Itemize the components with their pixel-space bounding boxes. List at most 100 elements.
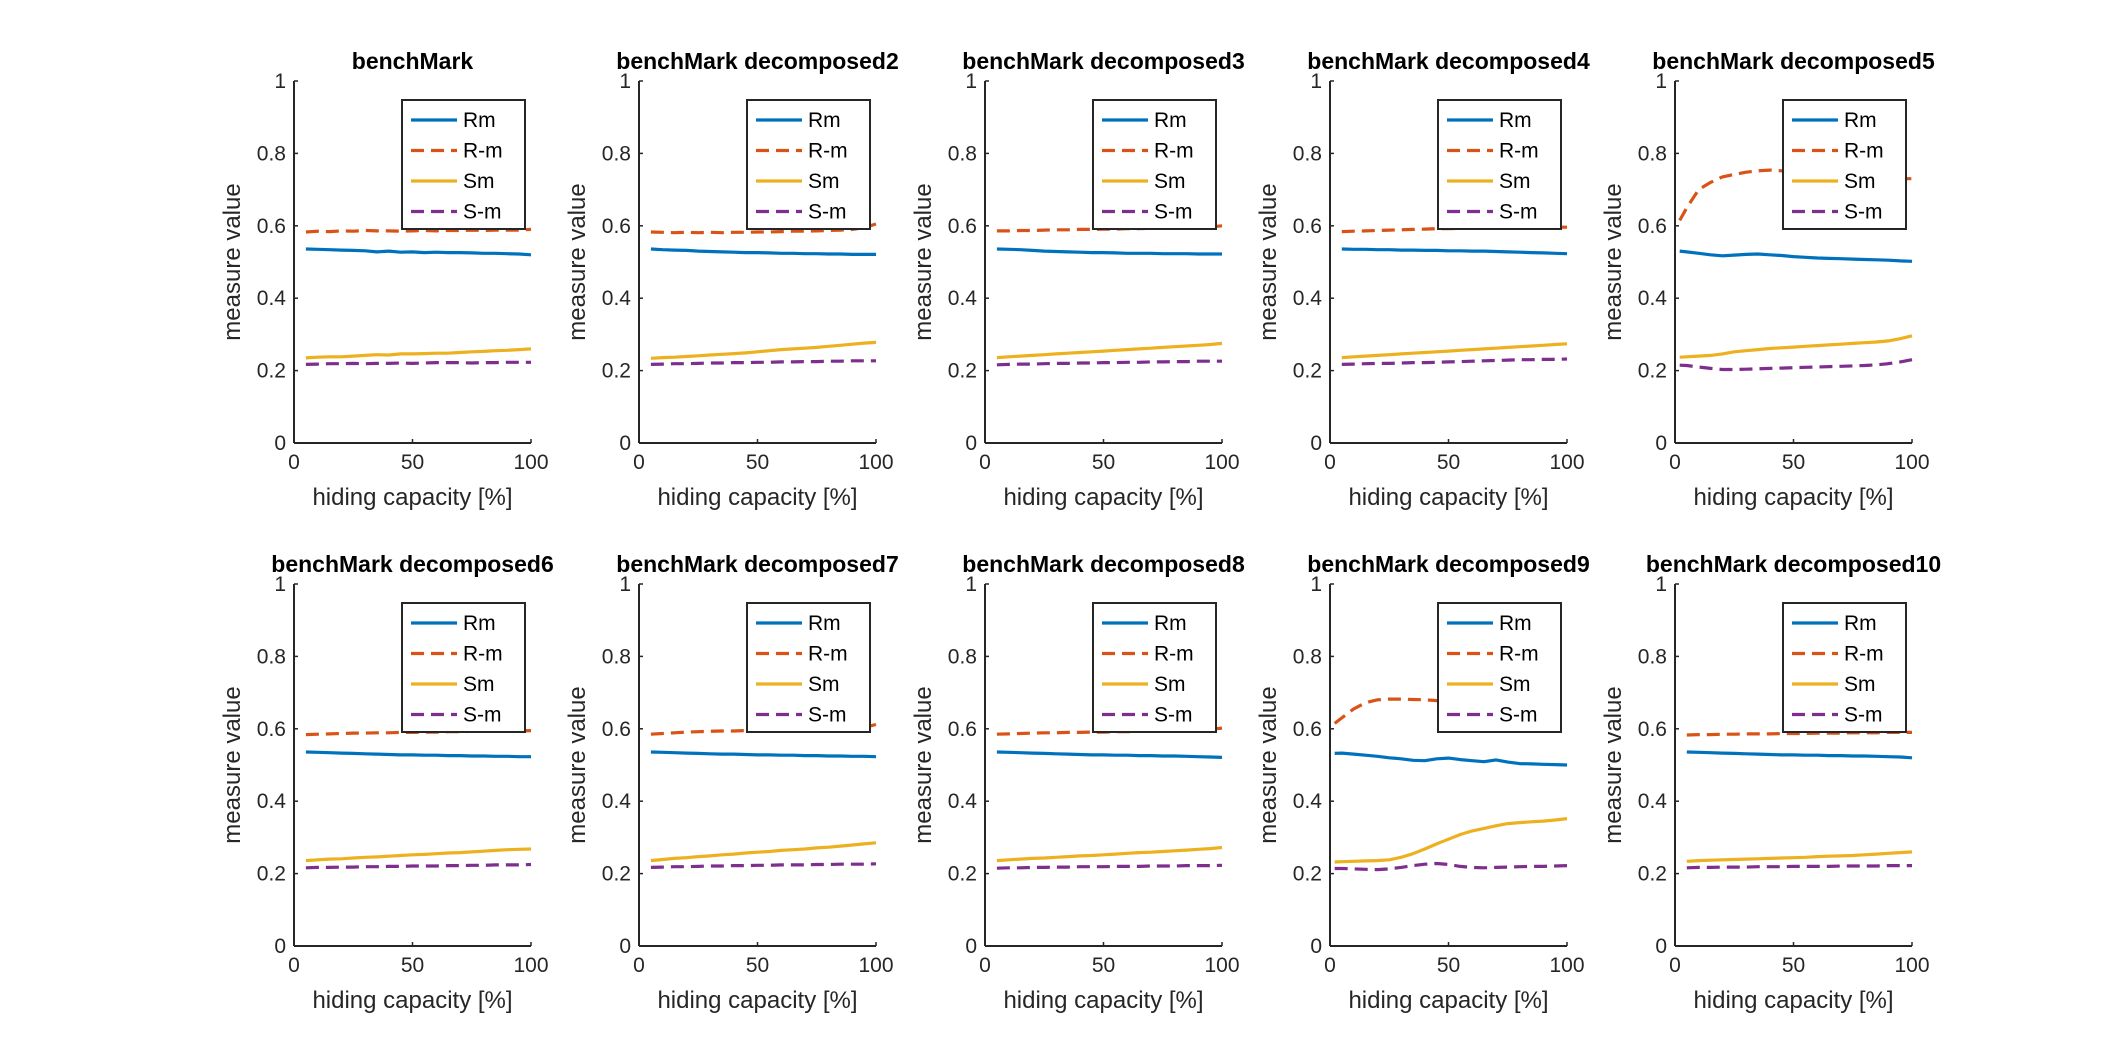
y-tick-label: 0.4: [1638, 287, 1668, 310]
series-line-S-m: [1341, 357, 1568, 366]
series-line-Rm: [1334, 751, 1568, 767]
legend-label: Sm: [1844, 170, 1876, 193]
x-tick-label: 0: [633, 451, 645, 474]
series-line-Sm: [1341, 342, 1568, 360]
legend-label: R-m: [1499, 643, 1539, 666]
x-axis-label: hiding capacity [%]: [1693, 484, 1893, 511]
y-tick-label: 0.2: [1638, 863, 1667, 886]
y-tick-label: 0: [965, 935, 977, 958]
y-tick-label: 0.4: [948, 790, 978, 813]
series-line-S-m: [305, 360, 531, 366]
series-line-Rm: [650, 750, 877, 759]
chart-title: benchMark decomposed8: [962, 551, 1245, 577]
x-tick-label: 50: [1782, 451, 1805, 474]
y-tick-label: 1: [965, 573, 977, 596]
y-tick-label: 0.6: [257, 215, 286, 238]
legend: Rm R-m Sm S-m: [401, 99, 526, 230]
y-tick-label: 0.8: [1293, 142, 1322, 165]
x-axis-label: hiding capacity [%]: [1693, 987, 1893, 1014]
y-tick-label: 0.8: [257, 142, 286, 165]
y-tick-label: 0.8: [1638, 645, 1667, 668]
y-tick-label: 0: [274, 935, 286, 958]
y-tick-label: 0: [274, 432, 286, 455]
legend-label: R-m: [808, 643, 848, 666]
legend-label: Rm: [463, 109, 496, 132]
series-line-Rm: [650, 247, 876, 256]
y-tick-label: 0.6: [1293, 215, 1322, 238]
x-tick-label: 100: [513, 954, 548, 977]
series-line-S-m: [650, 359, 876, 366]
series-line-Sm: [1679, 334, 1913, 359]
x-axis-label: hiding capacity [%]: [312, 987, 512, 1014]
legend: Rm R-m Sm S-m: [1092, 602, 1217, 733]
x-tick-label: 0: [633, 954, 645, 977]
y-tick-label: 0: [965, 432, 977, 455]
chart-title: benchMark decomposed6: [271, 551, 553, 577]
y-tick-label: 0.4: [602, 287, 632, 310]
series-line-Sm: [1686, 850, 1913, 863]
legend-label: S-m: [1844, 704, 1883, 727]
chart-title: benchMark decomposed9: [1307, 551, 1589, 577]
y-axis-label: measure value: [1255, 686, 1282, 843]
x-axis-label: hiding capacity [%]: [657, 987, 857, 1014]
y-tick-label: 0.6: [602, 718, 631, 741]
y-tick-label: 1: [619, 573, 631, 596]
y-tick-label: 0.6: [1638, 215, 1667, 238]
x-tick-label: 100: [1894, 954, 1929, 977]
x-tick-label: 50: [1437, 451, 1460, 474]
legend-label: S-m: [808, 704, 847, 727]
y-axis-label: measure value: [910, 183, 937, 340]
series-line-Rm: [305, 247, 532, 257]
legend-label: Rm: [463, 612, 496, 635]
y-tick-label: 0.6: [1638, 718, 1667, 741]
legend-label: Rm: [1154, 109, 1187, 132]
series-line-Sm: [996, 341, 1223, 360]
legend-label: Sm: [463, 170, 495, 193]
x-tick-label: 100: [1549, 954, 1584, 977]
x-tick-label: 100: [858, 954, 893, 977]
series-line-S-m: [1686, 863, 1912, 870]
y-tick-label: 0: [1310, 935, 1322, 958]
y-tick-label: 0.4: [257, 287, 287, 310]
legend-label: Sm: [1154, 170, 1186, 193]
y-axis-label: measure value: [564, 686, 591, 843]
y-tick-label: 0: [619, 432, 631, 455]
chart-title: benchMark decomposed10: [1646, 551, 1941, 577]
y-tick-label: 0.4: [602, 790, 632, 813]
legend-label: R-m: [1844, 643, 1884, 666]
x-tick-label: 0: [1669, 954, 1681, 977]
y-tick-label: 0.4: [1293, 287, 1323, 310]
y-axis-label: measure value: [1255, 183, 1282, 340]
x-tick-label: 100: [1204, 954, 1239, 977]
series-line-Sm: [650, 841, 877, 863]
legend-label: Rm: [808, 109, 841, 132]
legend-label: R-m: [463, 140, 503, 163]
legend-label: S-m: [1499, 201, 1538, 224]
chart-title: benchMark decomposed5: [1652, 48, 1935, 74]
y-tick-label: 0.2: [602, 360, 631, 383]
legend: Rm R-m Sm S-m: [1782, 99, 1907, 230]
x-axis-label: hiding capacity [%]: [657, 484, 857, 511]
legend-label: R-m: [1154, 140, 1194, 163]
y-tick-label: 1: [965, 70, 977, 93]
legend: Rm R-m Sm S-m: [1782, 602, 1907, 733]
y-tick-label: 1: [1655, 70, 1667, 93]
x-tick-label: 50: [1092, 451, 1115, 474]
y-tick-label: 0.4: [1293, 790, 1323, 813]
x-tick-label: 100: [513, 451, 548, 474]
series-line-Rm: [1341, 247, 1568, 256]
legend: Rm R-m Sm S-m: [401, 602, 526, 733]
legend-label: S-m: [463, 704, 502, 727]
series-line-R-m: [305, 227, 532, 234]
y-tick-label: 0.4: [257, 790, 287, 813]
series-line-S-m: [305, 862, 532, 870]
chart-title: benchMark decomposed2: [616, 48, 898, 74]
legend-label: Rm: [1844, 109, 1877, 132]
chart-title: benchMark decomposed4: [1307, 48, 1590, 74]
series-line-R-m: [650, 222, 877, 235]
y-tick-label: 0.2: [602, 863, 631, 886]
